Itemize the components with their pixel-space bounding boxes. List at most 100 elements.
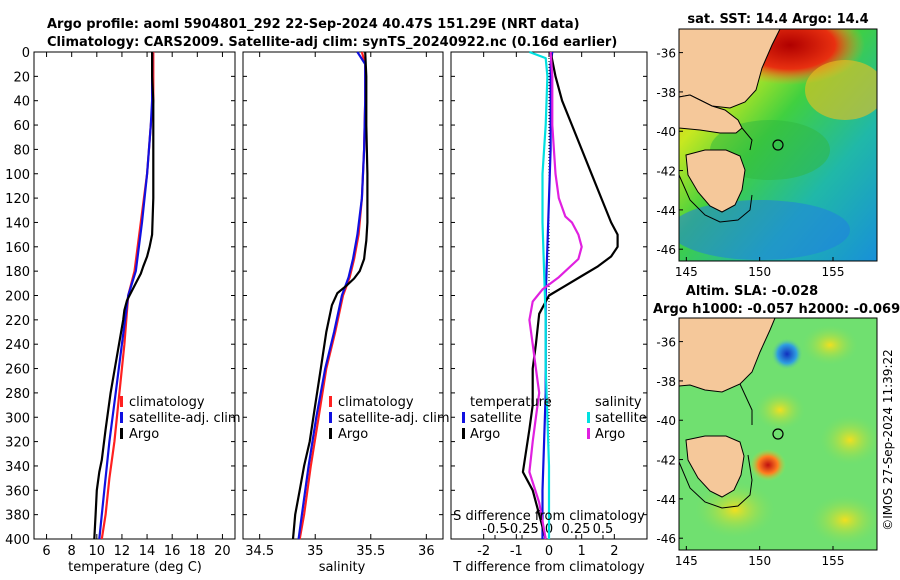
y-tick-label: 400 bbox=[5, 533, 30, 548]
difference-panel: -2 -1 0 1 2 -0.5-0.25 0 0.25 0.5 S difference f… bbox=[450, 50, 648, 575]
x-tick-label: 14 bbox=[139, 544, 156, 559]
shelf-contour bbox=[679, 383, 753, 509]
y-tick-label: 100 bbox=[5, 168, 30, 183]
series-line-argo bbox=[93, 52, 155, 540]
sla-map-image bbox=[679, 318, 877, 550]
sla-yellow-blob bbox=[802, 325, 858, 365]
series-line-satellite-adj-clim bbox=[297, 51, 367, 540]
figure-title-line2: Climatology: CARS2009. Satellite-adj cli… bbox=[47, 35, 617, 50]
s-tick-label: -0.25 bbox=[505, 522, 539, 537]
legend-label-s-satellite: satellite bbox=[595, 411, 647, 426]
tasmania-land bbox=[685, 435, 745, 498]
temperature-xlabel: temperature (deg C) bbox=[68, 560, 202, 575]
sla-map-frame bbox=[678, 317, 878, 551]
legend-label-t-satellite: satellite bbox=[470, 411, 522, 426]
lat-tick-label: -44 bbox=[656, 204, 676, 218]
y-tick-label: 80 bbox=[13, 143, 30, 158]
y-tick-label: 360 bbox=[5, 484, 30, 499]
s-tick-label: 0.25 bbox=[562, 522, 591, 537]
lat-tick-label: -36 bbox=[656, 47, 676, 61]
imos-timestamp: ©IMOS 27-Sep-2024 11:39:22 bbox=[881, 349, 895, 531]
y-tick-label: 240 bbox=[5, 338, 30, 353]
series-line-argo bbox=[291, 51, 369, 540]
sla-yellow-blob bbox=[755, 390, 805, 430]
salinity-legend: climatology satellite-adj. clim Argo bbox=[329, 395, 450, 442]
legend-swatch-t-satellite bbox=[462, 412, 465, 423]
lat-tick-label: -40 bbox=[656, 125, 676, 139]
s-tick-label: -0.5 bbox=[482, 522, 507, 537]
sst-map-title: sat. SST: 14.4 Argo: 14.4 bbox=[687, 12, 868, 27]
series-line-temperature-satellite bbox=[541, 51, 554, 539]
lat-tick-label: -40 bbox=[656, 414, 676, 428]
sla-low-eddy bbox=[771, 338, 803, 370]
legend-swatch-satellite bbox=[329, 412, 332, 423]
lat-tick-label: -38 bbox=[656, 375, 676, 389]
x-tick-label: 12 bbox=[114, 544, 131, 559]
legend-label-t-argo: Argo bbox=[470, 427, 500, 442]
legend-label-satellite: satellite-adj. clim bbox=[338, 411, 450, 426]
y-tick-label: 20 bbox=[13, 70, 30, 85]
legend-swatch-satellite bbox=[120, 412, 123, 423]
sst-map-frame bbox=[678, 28, 878, 262]
legend-label-s-argo: Argo bbox=[595, 427, 625, 442]
lat-tick-label: -46 bbox=[656, 532, 676, 546]
y-tick-label: 120 bbox=[5, 192, 30, 207]
x-tick-label: 8 bbox=[68, 544, 76, 559]
y-tick-label: 280 bbox=[5, 387, 30, 402]
y-tick-label: 40 bbox=[13, 95, 30, 110]
lat-tick-label: -46 bbox=[656, 243, 676, 257]
y-tick-label: 60 bbox=[13, 119, 30, 134]
sst-warm-patch bbox=[805, 60, 877, 120]
t-difference-xlabel: T difference from climatology bbox=[452, 560, 645, 575]
y-tick-label: 300 bbox=[5, 411, 30, 426]
sst-map-image bbox=[679, 29, 877, 261]
y-tick-label: 340 bbox=[5, 460, 30, 475]
sla-yellow-blob bbox=[820, 415, 877, 465]
sla-map-title: Altim. SLA: -0.028 bbox=[686, 284, 818, 299]
legend-swatch-climatology bbox=[120, 396, 123, 407]
y-tick-label: 260 bbox=[5, 363, 30, 378]
mainland-south-coast bbox=[679, 94, 743, 134]
temperature-panel: 6 8 10 12 14 16 18 20 0 20 40 60 80 100 120 140 160 180 2… bbox=[5, 46, 240, 575]
y-tick-label: 180 bbox=[5, 265, 30, 280]
x-tick-label: -1 bbox=[510, 544, 523, 559]
salinity-xlabel: salinity bbox=[319, 560, 366, 575]
sst-map: sat. SST: 14.4 Argo: 14.4 -36 -38 -40 -42 -4… bbox=[656, 12, 878, 279]
x-tick-label: 20 bbox=[214, 544, 231, 559]
argo-location-marker bbox=[772, 428, 784, 440]
lon-tick-label: 155 bbox=[822, 554, 845, 568]
series-line-satellite-adj-clim bbox=[98, 52, 154, 540]
y-tick-label: 200 bbox=[5, 290, 30, 305]
y-tick-label: 0 bbox=[22, 46, 30, 61]
sla-yellow-blob bbox=[695, 482, 775, 538]
s-tick-label: 0.5 bbox=[593, 522, 614, 537]
sst-cool-patch bbox=[679, 200, 850, 260]
lat-tick-label: -38 bbox=[656, 86, 676, 100]
x-tick-label: 0 bbox=[545, 544, 553, 559]
shelf-contour bbox=[679, 127, 753, 223]
y-tick-label: 160 bbox=[5, 241, 30, 256]
legend-label-climatology: climatology bbox=[129, 395, 205, 410]
legend-label-climatology: climatology bbox=[338, 395, 414, 410]
x-tick-label: 35.5 bbox=[356, 544, 385, 559]
x-tick-label: 10 bbox=[89, 544, 106, 559]
lon-tick-label: 145 bbox=[675, 265, 698, 279]
difference-legend: temperature satellite Argo salinity sate… bbox=[462, 395, 647, 442]
temperature-legend: climatology satellite-adj. clim Argo bbox=[120, 395, 241, 442]
tasmania-land bbox=[685, 149, 746, 213]
lon-tick-label: 155 bbox=[822, 265, 845, 279]
y-tick-label: 320 bbox=[5, 436, 30, 451]
legend-swatch-t-argo bbox=[462, 428, 465, 439]
lon-tick-label: 150 bbox=[748, 554, 771, 568]
x-tick-label: 16 bbox=[164, 544, 181, 559]
lat-tick-label: -44 bbox=[656, 493, 676, 507]
x-tick-label: 6 bbox=[42, 544, 50, 559]
legend-swatch-s-satellite bbox=[587, 412, 590, 423]
figure-title-line1: Argo profile: aoml 5904801_292 22-Sep-20… bbox=[47, 17, 580, 32]
legend-swatch-argo bbox=[120, 428, 123, 439]
x-tick-label: 35 bbox=[307, 544, 324, 559]
lat-tick-label: -36 bbox=[656, 336, 676, 350]
legend-label-argo: Argo bbox=[129, 427, 159, 442]
argo-location-marker bbox=[772, 139, 784, 151]
